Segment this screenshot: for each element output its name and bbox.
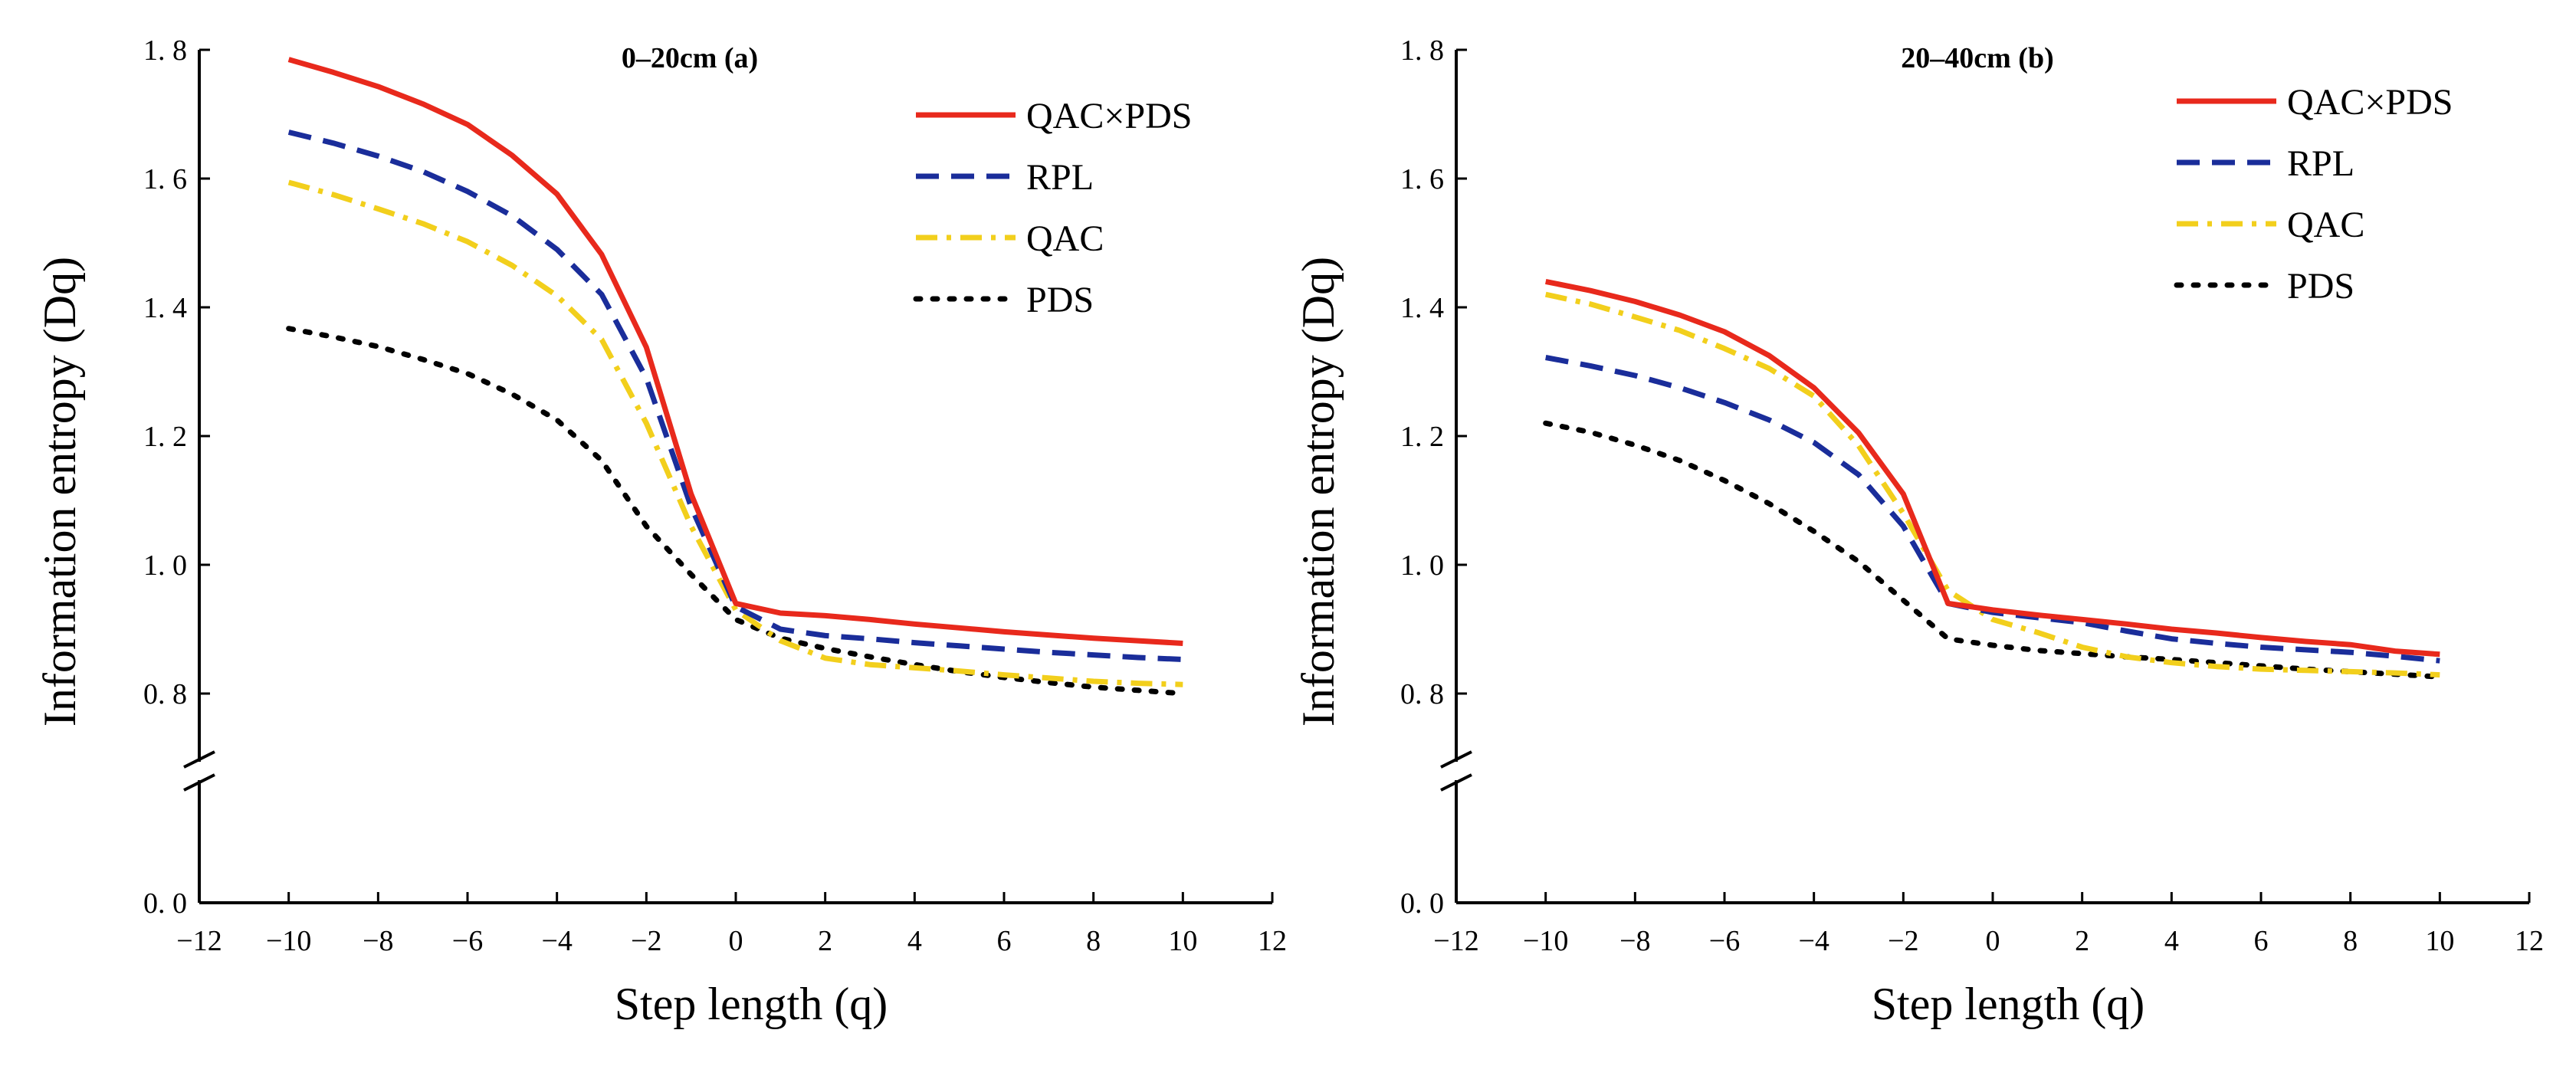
x-tick-label: 8 [1086,925,1101,957]
x-tick-label: −8 [1619,925,1650,957]
y-axis-break-mark [183,773,215,792]
y-tick-label: 0. 0 [1400,887,1444,920]
series-line-rpl [287,130,1183,662]
legend-label: QAC×PDS [1026,96,1192,136]
x-tick-label: −12 [176,925,222,957]
x-tick-label: 0 [729,925,743,957]
x-tick-label: 4 [907,925,922,957]
x-tick-label: −2 [1888,925,1918,957]
series-line-pds [1543,420,2443,680]
y-tick-label: 0. 8 [1400,678,1444,710]
x-tick-label: −4 [541,925,572,957]
y-tick-label: 1. 0 [143,549,187,582]
x-tick-label: 6 [997,925,1012,957]
x-tick-label: 4 [2164,925,2179,957]
x-tick-label: −12 [1433,925,1478,957]
x-tick-label: 12 [2515,925,2544,957]
y-tick-label: 1. 4 [143,292,187,324]
x-tick-label: 6 [2254,925,2269,957]
y-axis-break-mark [1440,750,1472,769]
x-tick-label: 10 [1168,925,1197,957]
y-tick-label: 1. 0 [1400,549,1444,582]
panel-title: 20–40cm (b) [1901,42,2053,74]
x-tick-label: −6 [452,925,483,957]
legend-label: QAC [1026,218,1104,259]
y-tick-label: 1. 8 [143,34,187,67]
y-tick-label: 0. 8 [143,678,187,710]
series-line-pds [286,326,1186,697]
series-line-qacpds [287,57,1183,646]
legend-label: RPL [2287,143,2354,184]
x-axis-title: Step length (q) [1872,979,2145,1029]
x-tick-label: −4 [1798,925,1829,957]
x-tick-label: −2 [631,925,661,957]
legend-label: RPL [1026,157,1094,198]
chart-panel-b: −12 −10 −8 −6 −4 −2 0 2 4 6 8 10 12 0. 0 0. 8 1. 0 1. 2 1… [1293,34,2544,1029]
y-tick-label: 1. 6 [143,163,187,195]
y-tick-label: 0. 0 [143,887,187,920]
legend-label: QAC [2287,205,2364,245]
y-axis-break-mark [183,750,215,769]
x-axis-title: Step length (q) [615,979,888,1029]
y-tick-label: 1. 2 [143,421,187,453]
x-tick-label: 2 [818,925,832,957]
y-axis-title: Information entropy (Dq) [34,257,85,727]
chart-panel-a: −12 −10 −8 −6 −4 −2 0 2 4 6 8 10 12 0. 0 0. 8 1. 0 1. 2 1… [34,34,1287,1029]
x-tick-label: 8 [2343,925,2358,957]
x-tick-label: −8 [363,925,393,957]
series-line-qacpds [1545,278,2440,658]
x-tick-label: 10 [2425,925,2454,957]
legend-label: QAC×PDS [2287,82,2453,123]
panel-title: 0–20cm (a) [622,42,758,74]
legend-label: PDS [2287,266,2354,307]
y-tick-label: 1. 4 [1400,292,1444,324]
x-tick-label: −6 [1709,925,1740,957]
x-tick-label: 2 [2075,925,2089,957]
x-tick-label: −10 [266,925,311,957]
y-tick-label: 1. 6 [1400,163,1444,195]
y-tick-label: 1. 2 [1400,421,1444,453]
y-axis-break-mark [1440,773,1472,792]
x-tick-label: 0 [1986,925,2000,957]
legend-label: PDS [1026,280,1094,320]
y-axis-title: Information entropy (Dq) [1293,257,1344,727]
series-line-qac [1544,291,2440,678]
x-tick-label: 12 [1258,925,1287,957]
x-tick-label: −10 [1523,925,1568,957]
y-tick-label: 1. 8 [1400,34,1444,67]
